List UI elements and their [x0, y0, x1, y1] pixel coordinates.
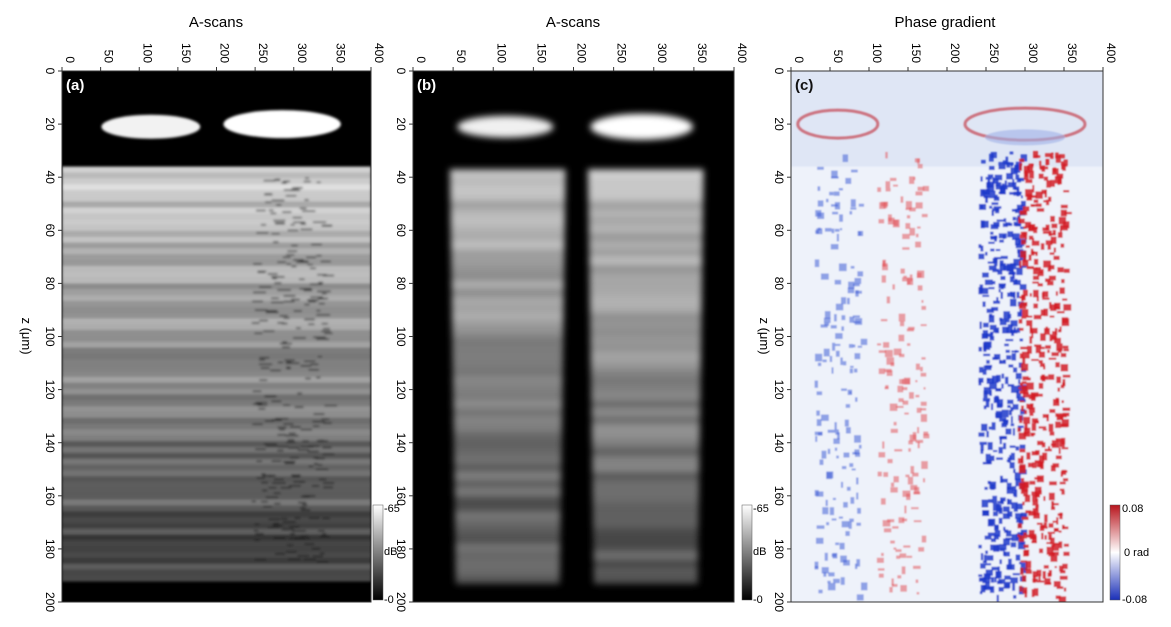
y-tick-label: 140: [772, 433, 786, 453]
colorbar: 0.08 0 rad -0.08: [1109, 503, 1149, 606]
x-tick-label: 150: [909, 43, 923, 63]
colorbar: -65 dB -0: [741, 503, 769, 606]
x-tick-label: 300: [655, 43, 669, 63]
x-tick-label: 300: [295, 43, 309, 63]
y-axis: 0 20 40 60 80 100 120 140 160 180 200: [394, 68, 413, 612]
y-tick-label: 80: [43, 277, 57, 291]
y-tick-label: 40: [43, 171, 57, 185]
y-tick-label: 0: [772, 68, 786, 75]
y-tick-label: 60: [772, 224, 786, 238]
x-tick-label: 0: [792, 56, 806, 63]
x-tick-label: 50: [102, 50, 116, 64]
y-tick-label: 40: [394, 171, 408, 185]
x-tick-label: 200: [575, 43, 589, 63]
colorbar-min-label: -0: [753, 594, 763, 606]
colorbar-max-label: -65: [753, 503, 769, 515]
panel-b: A-scans 0 50 100 150 200 250 300 350 400 0 20 40 60…: [394, 14, 769, 612]
x-tick-label: 250: [256, 43, 270, 63]
y-tick-label: 160: [772, 486, 786, 506]
y-tick-label: 80: [772, 277, 786, 291]
x-tick-label: 0: [414, 56, 428, 63]
heatmap-image: [413, 71, 734, 602]
x-tick-label: 400: [1104, 43, 1118, 63]
y-tick-label: 180: [772, 539, 786, 559]
x-tick-label: 400: [372, 43, 386, 63]
y-tick-label: 140: [43, 433, 57, 453]
y-tick-label: 200: [394, 592, 408, 612]
x-tick-label: 250: [987, 43, 1001, 63]
y-tick-label: 0: [394, 68, 408, 75]
colorbar-unit-label: 0 rad: [1124, 547, 1149, 559]
y-tick-label: 160: [43, 486, 57, 506]
y-tick-label: 120: [394, 380, 408, 400]
y-tick-label: 160: [394, 486, 408, 506]
colorbar-unit-label: dB: [753, 546, 766, 558]
x-tick-label: 350: [695, 43, 709, 63]
x-axis: 0 50 100 150 200 250 300 350 400: [61, 43, 386, 71]
heatmap-texture: [449, 113, 704, 584]
y-tick-label: 200: [772, 592, 786, 612]
y-tick-label: 20: [772, 117, 786, 131]
x-axis: 0 50 100 150 200 250 300 350 400: [412, 43, 749, 71]
heatmap-image: [62, 71, 371, 602]
y-tick-label: 20: [394, 117, 408, 131]
x-tick-label: 400: [735, 43, 749, 63]
heatmap-texture: [62, 110, 371, 582]
y-axis-label: z (μm): [19, 317, 34, 354]
colorbar-gradient: [372, 504, 384, 601]
x-tick-label: 350: [1065, 43, 1079, 63]
y-tick-label: 180: [43, 539, 57, 559]
x-tick-label: 50: [454, 50, 468, 64]
y-tick-label: 120: [43, 380, 57, 400]
y-tick-label: 140: [394, 433, 408, 453]
heatmap-image: [791, 71, 1103, 602]
y-tick-label: 0: [43, 68, 57, 75]
panel-title: A-scans: [189, 14, 243, 31]
y-tick-label: 40: [772, 171, 786, 185]
x-tick-label: 100: [870, 43, 884, 63]
y-axis-label: z (μm): [757, 317, 772, 354]
panel-title: Phase gradient: [895, 14, 997, 31]
panel-label: (b): [417, 77, 436, 94]
y-tick-label: 100: [772, 326, 786, 346]
y-tick-label: 60: [43, 224, 57, 238]
y-tick-label: 100: [394, 326, 408, 346]
colorbar-min-label: -0.08: [1122, 594, 1147, 606]
x-tick-label: 100: [140, 43, 154, 63]
y-tick-label: 80: [394, 277, 408, 291]
colorbar-gradient: [1109, 504, 1121, 601]
x-tick-label: 300: [1026, 43, 1040, 63]
y-tick-label: 20: [43, 117, 57, 131]
panel-label: (c): [795, 77, 813, 94]
y-axis: 0 20 40 60 80 100 120 140 160 180 200: [43, 68, 62, 612]
colorbar: -65 dB -0: [372, 503, 400, 606]
y-axis: 0 20 40 60 80 100 120 140 160 180 200: [772, 68, 791, 612]
x-tick-label: 50: [831, 50, 845, 64]
x-tick-label: 0: [63, 56, 77, 63]
colorbar-min-label: -0: [384, 594, 394, 606]
panel-c: Phase gradient 0 50 100 150 200 250 300 350 400 …: [757, 14, 1149, 612]
colorbar-unit-label: dB: [384, 546, 397, 558]
x-tick-label: 250: [615, 43, 629, 63]
x-tick-label: 100: [494, 43, 508, 63]
y-tick-label: 100: [43, 326, 57, 346]
x-axis: 0 50 100 150 200 250 300 350 400: [790, 43, 1118, 71]
y-tick-label: 60: [394, 224, 408, 238]
y-tick-label: 200: [43, 592, 57, 612]
colorbar-max-label: 0.08: [1122, 503, 1143, 515]
x-tick-label: 200: [218, 43, 232, 63]
panel-title: A-scans: [546, 14, 600, 31]
x-tick-label: 150: [179, 43, 193, 63]
colorbar-max-label: -65: [384, 503, 400, 515]
panel-label: (a): [66, 77, 84, 94]
x-tick-label: 200: [948, 43, 962, 63]
y-tick-label: 180: [394, 539, 408, 559]
panel-a: A-scans 0 50 100 150 200 250 300 350 400 0 20 40 60…: [19, 14, 400, 612]
x-tick-label: 350: [333, 43, 347, 63]
colorbar-gradient: [741, 504, 753, 601]
x-tick-label: 150: [534, 43, 548, 63]
y-tick-label: 120: [772, 380, 786, 400]
heatmap-texture: [791, 106, 1103, 602]
